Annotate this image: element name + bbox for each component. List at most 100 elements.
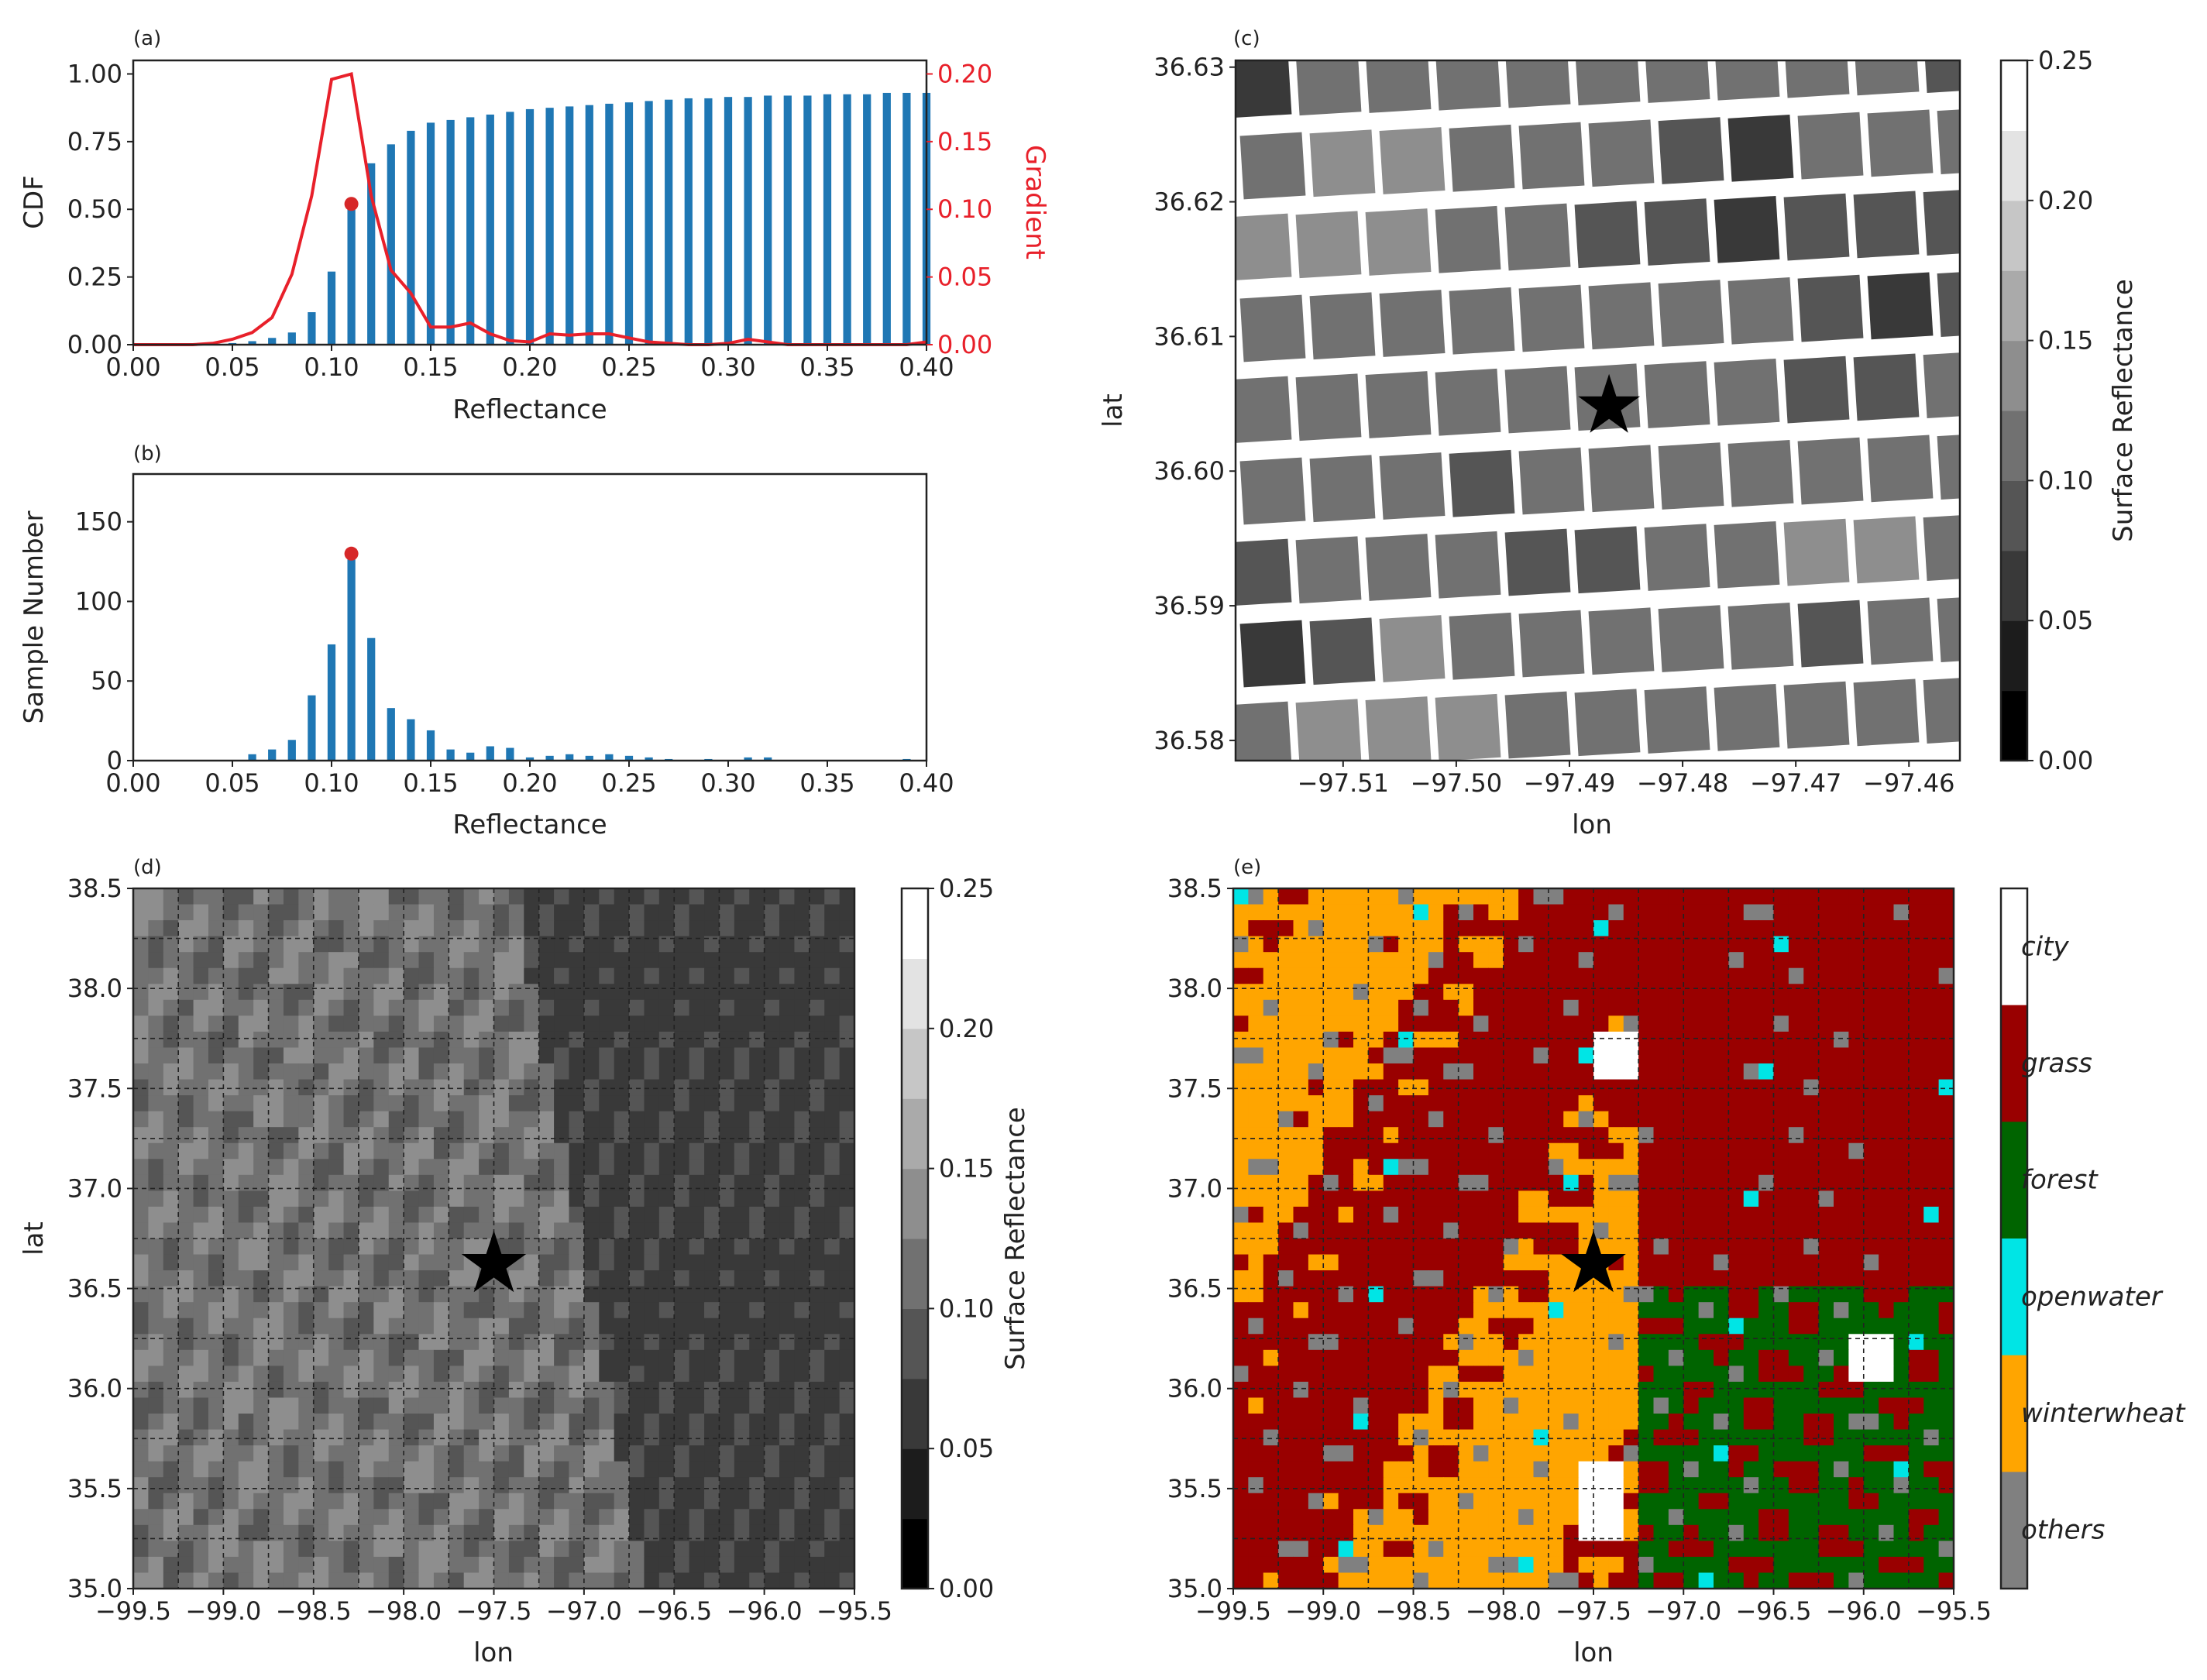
- map-cell-21-21: [449, 1222, 465, 1239]
- landcover-cell-6-17: [1488, 984, 1504, 1001]
- map-cell-36-33: [629, 1461, 645, 1478]
- landcover-cell-25-14: [1443, 1286, 1459, 1303]
- map-cell-17-2: [163, 1159, 179, 1176]
- panel-c-ytick-label-4: 36.62: [1153, 187, 1225, 217]
- map-cell-29-37: [689, 1349, 705, 1366]
- map-cell-15-44: [794, 1127, 810, 1144]
- map-cell-0-4: [193, 888, 209, 905]
- map-cell-3-44: [794, 936, 810, 953]
- cdf-bar-31: [823, 94, 832, 345]
- landcover-cell-11-11: [1398, 1063, 1415, 1080]
- map-cell-21-27: [538, 1222, 555, 1239]
- map-cell-35-27: [538, 1445, 555, 1462]
- landcover-cell-3-34: [1743, 936, 1759, 953]
- map-cell-30-11: [298, 1366, 315, 1383]
- landcover-cell-14-34: [1743, 1111, 1759, 1128]
- landcover-cell-5-22: [1563, 967, 1580, 984]
- landcover-cell-40-19: [1518, 1524, 1535, 1541]
- map-cell-2-45: [809, 920, 825, 937]
- landcover-cell-19-11: [1398, 1190, 1415, 1208]
- landcover-cell-2-31: [1698, 920, 1714, 937]
- map-cell-31-6: [223, 1381, 239, 1399]
- landcover-cell-24-30: [1683, 1270, 1700, 1287]
- landcover-cell-16-18: [1503, 1142, 1519, 1160]
- landcover-cell-19-32: [1714, 1190, 1729, 1208]
- map-cell-4-29: [569, 952, 585, 969]
- map-cell-40-10: [283, 1524, 299, 1541]
- map-cell-34-9: [268, 1429, 284, 1446]
- landcover-cell-5-32: [1714, 967, 1729, 984]
- landcover-cell-41-25: [1608, 1541, 1624, 1558]
- landcover-cell-8-41: [1848, 1015, 1865, 1032]
- map-cell-42-4: [193, 1556, 209, 1574]
- landcover-cell-20-26: [1623, 1206, 1639, 1224]
- map-cell-38-9: [268, 1493, 284, 1510]
- landcover-cell-7-4: [1293, 999, 1309, 1016]
- map-cell-14-42: [764, 1111, 780, 1128]
- map-cell-31-11: [298, 1381, 315, 1399]
- landcover-cell-13-37: [1788, 1095, 1804, 1112]
- map-cell-37-46: [824, 1477, 841, 1494]
- landcover-cell-43-6: [1323, 1572, 1339, 1589]
- map-cell-22-40: [734, 1239, 750, 1256]
- map-cell-10-46: [824, 1047, 841, 1064]
- map-cell-6-20: [433, 984, 449, 1001]
- landcover-cell-17-27: [1638, 1159, 1655, 1176]
- panel-b-ytick-label-0: 0: [107, 746, 122, 775]
- landcover-cell-31-10: [1383, 1381, 1399, 1399]
- landcover-cell-38-17: [1488, 1493, 1504, 1510]
- landcover-cell-42-7: [1338, 1556, 1354, 1574]
- panel-c-colorbar-level-0: [2001, 690, 2027, 761]
- map-cell-11-46: [824, 1063, 841, 1080]
- map-cell-8-0: [133, 1015, 149, 1032]
- map-cell-13-24: [493, 1095, 510, 1112]
- landcover-cell-18-30: [1683, 1174, 1700, 1191]
- landcover-cell-38-45: [1908, 1493, 1924, 1510]
- landcover-cell-29-16: [1473, 1349, 1489, 1366]
- landcover-cell-43-7: [1338, 1572, 1354, 1589]
- map-cell-38-34: [644, 1493, 660, 1510]
- map-cell-41-35: [658, 1541, 675, 1558]
- panel-c-colorbar-frame: [1999, 59, 2029, 762]
- map-cell-38-12: [313, 1493, 329, 1510]
- landcover-cell-17-9: [1368, 1159, 1384, 1176]
- map-cell-24-26: [524, 1270, 540, 1287]
- map-cell-16-1: [148, 1142, 164, 1160]
- map-cell-16-7: [238, 1142, 254, 1160]
- map-cell-33-13: [328, 1414, 345, 1431]
- map-cell-34-16: [373, 1429, 390, 1446]
- map-cell-16-19: [418, 1142, 435, 1160]
- map-cell-6-25: [508, 984, 524, 1001]
- map-cell-12-25: [508, 1079, 524, 1096]
- landcover-cell-33-45: [1908, 1414, 1924, 1431]
- map-cell-23-15: [358, 1254, 374, 1271]
- map-cell-4-38: [704, 952, 720, 969]
- map-cell-12-41: [749, 1079, 765, 1096]
- map-cell-13-38: [704, 1095, 720, 1112]
- map-cell-42-15: [358, 1556, 374, 1574]
- map-cell-43-0: [133, 1572, 149, 1589]
- panel-c-label: (c): [1233, 27, 1260, 50]
- landcover-cell-16-1: [1248, 1142, 1264, 1160]
- cdf-bar-6: [327, 271, 336, 345]
- map-cell-39-18: [404, 1509, 420, 1526]
- landcover-cell-28-23: [1578, 1334, 1594, 1351]
- landcover-cell-28-33: [1728, 1334, 1745, 1351]
- map-cell-12-1: [148, 1079, 164, 1096]
- map-cell-26-31: [599, 1302, 615, 1319]
- landcover-cell-35-26: [1623, 1445, 1639, 1462]
- map-cell-10-42: [764, 1047, 780, 1064]
- map-cell-17-11: [298, 1159, 315, 1176]
- map-cell-20-34: [644, 1206, 660, 1224]
- landcover-cell-31-13: [1428, 1381, 1444, 1399]
- landcover-cell-40-25: [1608, 1524, 1624, 1541]
- landcover-cell-40-0: [1233, 1524, 1249, 1541]
- map-cell-43-36: [674, 1572, 690, 1589]
- landcover-cell-4-35: [1758, 952, 1775, 969]
- map-cell-28-28: [554, 1334, 570, 1351]
- map-cell-15-13: [328, 1127, 345, 1144]
- landcover-cell-26-38: [1803, 1302, 1820, 1319]
- map-cell-20-7: [238, 1206, 254, 1224]
- map-cell-9-36: [674, 1031, 690, 1049]
- map-cell-12-6: [223, 1079, 239, 1096]
